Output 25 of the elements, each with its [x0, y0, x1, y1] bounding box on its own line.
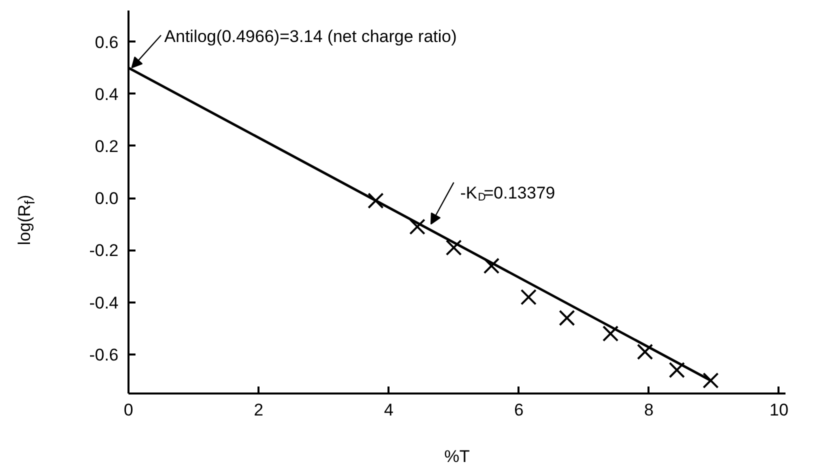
point [602, 326, 619, 342]
x-tick-label: 2 [254, 400, 264, 420]
x-axis-title: %T [444, 446, 470, 466]
point [702, 372, 719, 389]
point [368, 192, 384, 209]
x-tick-label: 4 [384, 400, 394, 420]
point [668, 362, 685, 378]
point [558, 310, 576, 326]
point [483, 258, 500, 274]
y-tick-label: 0.0 [94, 189, 119, 208]
y-tick-label: 0.4 [94, 84, 119, 104]
point [520, 289, 537, 306]
y-tick-label: -0.2 [89, 241, 119, 260]
annotation: Antilog(0.4966)=3.14 (net charge ratio) [164, 27, 457, 46]
x-tick-label: 10 [770, 400, 788, 420]
point [636, 344, 654, 360]
x-tick-label: 0 [124, 400, 134, 420]
y-tick-label: -0.6 [89, 345, 119, 364]
x-tick-label: 8 [644, 400, 654, 420]
point [409, 218, 426, 235]
y-tick-label: 0.2 [94, 136, 119, 156]
x-tick-label: 6 [514, 400, 524, 420]
y-tick-label: -0.4 [89, 293, 119, 312]
point [446, 240, 462, 256]
y-tick-label: 0.6 [94, 32, 119, 52]
